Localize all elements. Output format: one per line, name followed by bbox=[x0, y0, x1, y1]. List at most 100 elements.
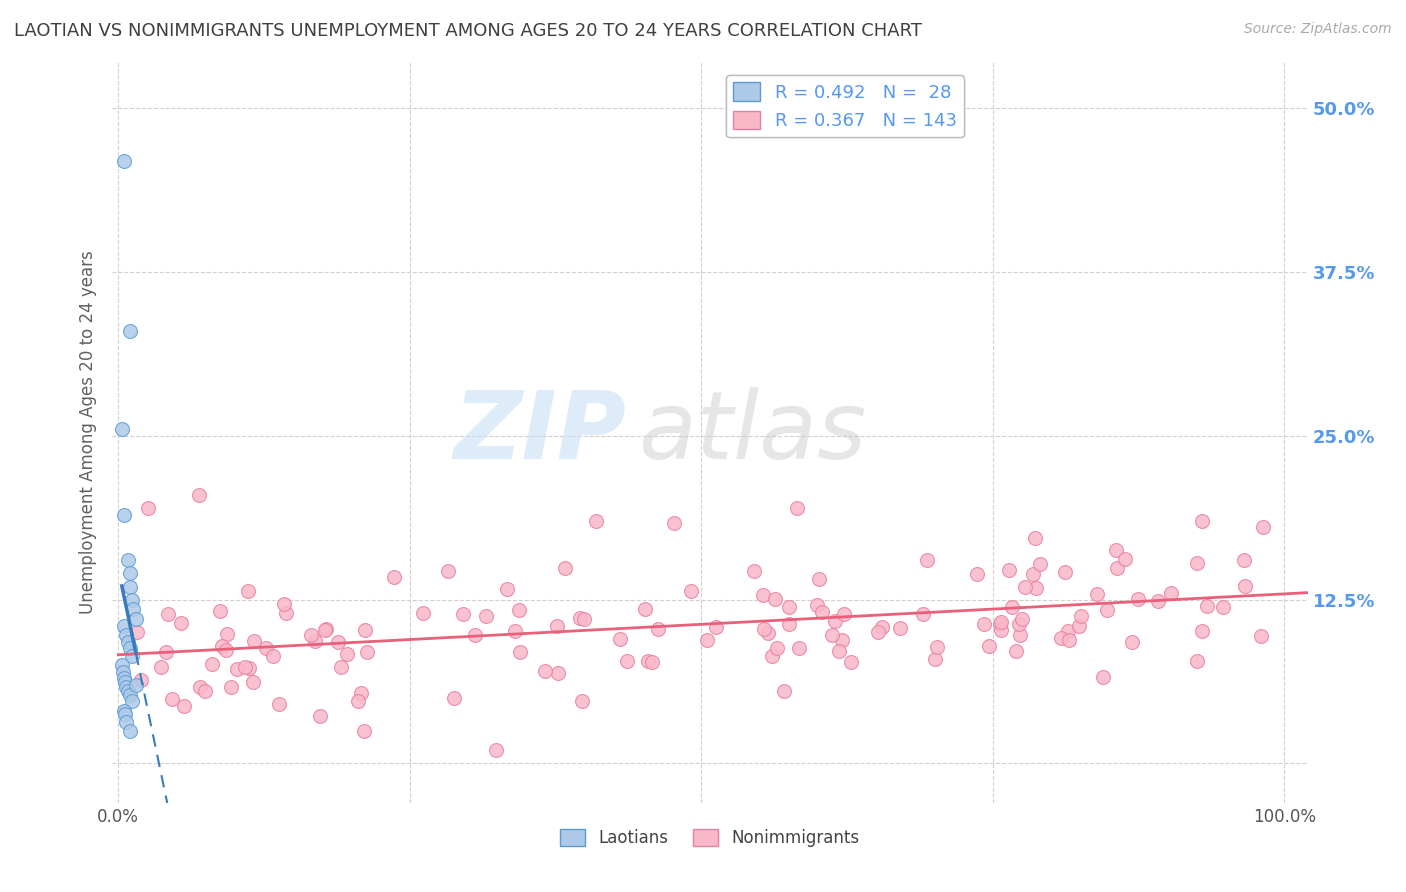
Point bbox=[356, 645, 378, 659]
Point bbox=[112, 619, 135, 633]
Point bbox=[870, 620, 893, 634]
Point bbox=[1121, 635, 1143, 649]
Point bbox=[347, 694, 370, 708]
Point bbox=[111, 422, 134, 436]
Point bbox=[118, 723, 141, 738]
Text: ZIP: ZIP bbox=[454, 386, 627, 479]
Point bbox=[254, 641, 277, 656]
Point bbox=[696, 632, 718, 647]
Point bbox=[821, 628, 844, 642]
Point bbox=[464, 628, 486, 642]
Point bbox=[117, 634, 139, 648]
Point bbox=[832, 607, 855, 622]
Point bbox=[115, 681, 138, 695]
Point bbox=[121, 592, 143, 607]
Point bbox=[118, 641, 141, 656]
Point bbox=[1024, 531, 1046, 545]
Point bbox=[1087, 587, 1109, 601]
Point bbox=[554, 561, 576, 575]
Point bbox=[1251, 520, 1274, 534]
Point bbox=[1092, 670, 1115, 684]
Point bbox=[112, 704, 135, 718]
Point bbox=[336, 647, 359, 661]
Point bbox=[474, 609, 496, 624]
Point bbox=[662, 516, 685, 530]
Point bbox=[1005, 644, 1028, 658]
Point bbox=[1028, 557, 1050, 571]
Point bbox=[763, 592, 786, 607]
Point bbox=[236, 584, 259, 599]
Point bbox=[1185, 556, 1208, 570]
Point bbox=[117, 684, 139, 698]
Point bbox=[773, 684, 796, 698]
Point bbox=[304, 634, 326, 648]
Point bbox=[118, 580, 141, 594]
Point bbox=[314, 624, 336, 638]
Point bbox=[839, 655, 862, 669]
Point bbox=[114, 706, 136, 721]
Point bbox=[211, 639, 233, 653]
Point bbox=[761, 648, 783, 663]
Point bbox=[568, 611, 591, 625]
Point bbox=[215, 627, 238, 641]
Point bbox=[1008, 617, 1031, 632]
Point bbox=[309, 708, 332, 723]
Point bbox=[436, 564, 458, 578]
Point bbox=[121, 693, 143, 707]
Point bbox=[572, 612, 595, 626]
Point bbox=[1233, 553, 1256, 567]
Point bbox=[927, 640, 949, 655]
Point bbox=[641, 655, 664, 669]
Point bbox=[115, 714, 138, 729]
Point bbox=[111, 658, 134, 673]
Point bbox=[1146, 594, 1168, 608]
Point bbox=[114, 675, 136, 690]
Point bbox=[889, 621, 911, 635]
Point bbox=[112, 508, 135, 522]
Point bbox=[1014, 580, 1036, 594]
Point bbox=[315, 622, 337, 636]
Point bbox=[118, 566, 141, 581]
Point bbox=[977, 640, 1000, 654]
Text: atlas: atlas bbox=[638, 387, 866, 478]
Point bbox=[585, 514, 607, 528]
Point bbox=[915, 553, 938, 567]
Point bbox=[1160, 586, 1182, 600]
Point bbox=[115, 628, 138, 642]
Point bbox=[299, 628, 322, 642]
Point bbox=[353, 723, 375, 738]
Point bbox=[118, 689, 141, 703]
Point bbox=[1187, 654, 1209, 668]
Point bbox=[704, 620, 727, 634]
Point bbox=[125, 678, 148, 692]
Point bbox=[112, 671, 135, 685]
Point bbox=[194, 684, 217, 698]
Y-axis label: Unemployment Among Ages 20 to 24 years: Unemployment Among Ages 20 to 24 years bbox=[79, 251, 97, 615]
Point bbox=[806, 598, 828, 612]
Point bbox=[262, 648, 284, 663]
Point bbox=[1107, 561, 1129, 575]
Point bbox=[786, 500, 808, 515]
Point bbox=[1070, 609, 1092, 624]
Point bbox=[990, 615, 1012, 629]
Point bbox=[508, 603, 530, 617]
Point bbox=[485, 743, 508, 757]
Point bbox=[637, 654, 659, 668]
Text: LAOTIAN VS NONIMMIGRANTS UNEMPLOYMENT AMONG AGES 20 TO 24 YEARS CORRELATION CHAR: LAOTIAN VS NONIMMIGRANTS UNEMPLOYMENT AM… bbox=[14, 22, 922, 40]
Point bbox=[451, 607, 474, 621]
Point bbox=[1025, 581, 1047, 595]
Point bbox=[1050, 632, 1073, 646]
Point bbox=[681, 584, 703, 599]
Point bbox=[121, 648, 143, 663]
Point bbox=[912, 607, 935, 621]
Point bbox=[811, 605, 834, 619]
Point bbox=[534, 664, 557, 678]
Point bbox=[1191, 624, 1213, 639]
Point bbox=[117, 553, 139, 567]
Point bbox=[188, 488, 211, 502]
Point bbox=[219, 681, 242, 695]
Point bbox=[269, 698, 291, 712]
Point bbox=[1010, 628, 1032, 642]
Point bbox=[509, 645, 531, 659]
Point bbox=[127, 625, 149, 640]
